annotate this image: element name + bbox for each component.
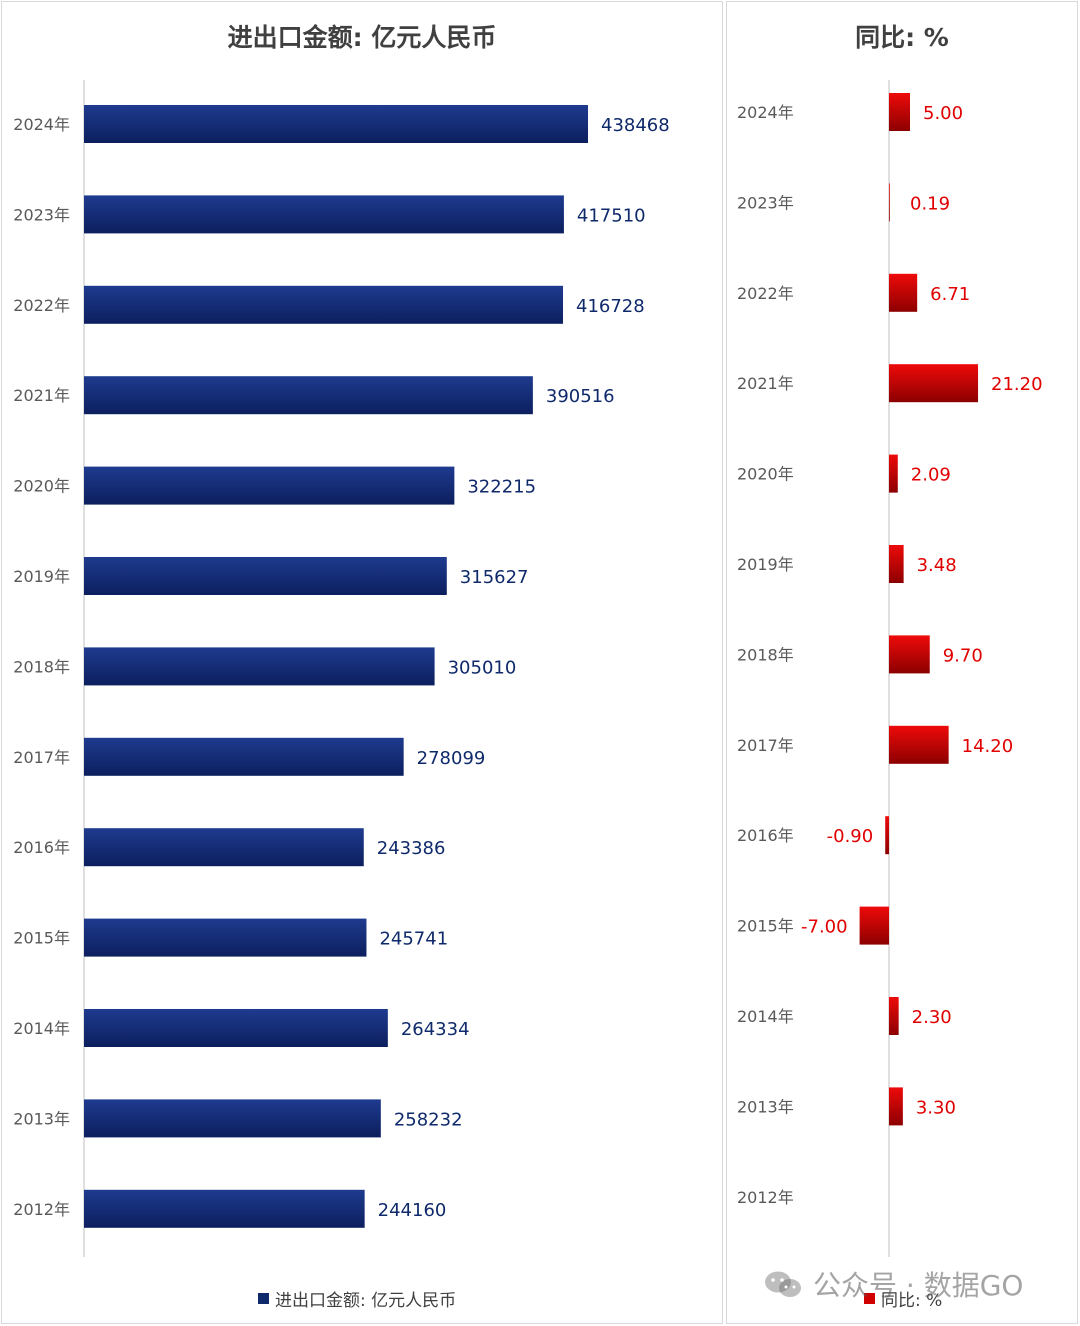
yoy-data-label: -7.00	[801, 917, 848, 938]
amount-data-label: 322215	[467, 477, 536, 498]
yoy-category-label: 2019年	[737, 555, 794, 574]
amount-category-label: 2024年	[13, 115, 70, 134]
amount-bar	[84, 376, 533, 415]
yoy-bar	[889, 635, 930, 674]
yoy-category-label: 2016年	[737, 826, 794, 845]
yoy-bar	[889, 1087, 903, 1126]
yoy-category-label: 2023年	[737, 193, 794, 212]
amount-data-label: 245741	[379, 929, 448, 950]
yoy-bar	[889, 273, 918, 312]
amount-bar	[84, 647, 435, 686]
yoy-legend-swatch	[864, 1293, 875, 1304]
amount-data-label: 315627	[460, 567, 529, 588]
yoy-chart-title: 同比: %	[855, 23, 949, 52]
amount-bar	[84, 195, 564, 234]
amount-data-label: 305010	[448, 657, 517, 678]
amount-data-label: 278099	[417, 748, 486, 769]
amount-category-label: 2013年	[13, 1109, 70, 1128]
yoy-bar	[889, 545, 904, 583]
yoy-legend-label: 同比: %	[881, 1291, 943, 1311]
amount-category-label: 2016年	[13, 838, 70, 857]
yoy-bar	[889, 183, 890, 222]
yoy-data-label: -0.90	[827, 826, 874, 847]
amount-data-label: 258232	[394, 1109, 463, 1130]
amount-bar	[84, 1099, 381, 1138]
yoy-category-label: 2017年	[737, 736, 794, 755]
yoy-bar	[859, 906, 889, 945]
amount-bar	[84, 828, 364, 867]
amount-data-label: 264334	[401, 1019, 470, 1040]
amount-data-label: 417510	[577, 205, 646, 226]
amount-data-label: 416728	[576, 296, 645, 317]
amount-bar	[84, 918, 367, 957]
amount-bar	[84, 1189, 365, 1228]
amount-chart-panel: 进出口金额: 亿元人民币 2024年 438468 2023年 417510 2022年…	[1, 1, 723, 1324]
amount-category-label: 2018年	[13, 657, 70, 676]
amount-bar	[84, 285, 564, 324]
yoy-chart-svg: 2024年 5.00 2023年 0.19 2022年 6.71 2021年 21.20 202…	[737, 80, 1043, 1257]
yoy-bar	[889, 725, 949, 764]
yoy-chart-panel: 同比: % 2024年 5.00 2023年 0.19 2022年 6.71 2021年 21…	[726, 1, 1078, 1324]
yoy-data-label: 3.48	[917, 555, 957, 576]
yoy-bar	[889, 364, 979, 403]
amount-chart-svg: 2024年 438468 2023年 417510 2022年 416728 2021年 39…	[13, 80, 670, 1257]
yoy-data-label: 0.19	[910, 193, 950, 214]
yoy-bar	[889, 93, 910, 131]
amount-data-label: 438468	[601, 115, 670, 136]
yoy-bar	[889, 997, 899, 1035]
yoy-category-label: 2013年	[737, 1097, 794, 1116]
amount-category-label: 2023年	[13, 205, 70, 224]
watermark: 公众号 · 数据GO	[763, 1264, 1023, 1304]
amount-bar	[84, 557, 447, 595]
yoy-bar	[889, 454, 898, 493]
amount-chart-title: 进出口金额: 亿元人民币	[227, 23, 497, 52]
amount-legend-label: 进出口金额: 亿元人民币	[275, 1291, 457, 1311]
amount-legend-swatch	[258, 1293, 269, 1304]
yoy-data-label: 2.30	[912, 1007, 952, 1028]
amount-data-label: 244160	[378, 1200, 447, 1221]
yoy-data-label: 21.20	[991, 374, 1043, 395]
amount-bar	[84, 737, 404, 776]
amount-category-label: 2014年	[13, 1019, 70, 1038]
yoy-data-label: 3.30	[916, 1097, 956, 1118]
yoy-data-label: 2.09	[911, 465, 951, 486]
amount-category-label: 2020年	[13, 477, 70, 496]
yoy-data-label: 5.00	[923, 103, 963, 124]
yoy-bar	[885, 816, 889, 855]
yoy-category-label: 2020年	[737, 465, 794, 484]
amount-bar	[84, 105, 588, 143]
amount-category-label: 2022年	[13, 296, 70, 315]
yoy-category-label: 2012年	[737, 1188, 794, 1207]
yoy-legend: 同比: %	[864, 1286, 942, 1311]
yoy-category-label: 2022年	[737, 284, 794, 303]
amount-category-label: 2021年	[13, 386, 70, 405]
yoy-category-label: 2015年	[737, 917, 794, 936]
amount-category-label: 2017年	[13, 748, 70, 767]
amount-category-label: 2019年	[13, 567, 70, 586]
yoy-category-label: 2021年	[737, 374, 794, 393]
yoy-data-label: 14.20	[962, 736, 1014, 757]
amount-category-label: 2012年	[13, 1200, 70, 1219]
watermark-text: 公众号 · 数据GO	[813, 1269, 1024, 1302]
yoy-category-label: 2014年	[737, 1007, 794, 1026]
yoy-category-label: 2024年	[737, 103, 794, 122]
yoy-category-label: 2018年	[737, 645, 794, 664]
amount-bar	[84, 466, 455, 505]
amount-data-label: 243386	[377, 838, 446, 859]
amount-legend: 进出口金额: 亿元人民币	[258, 1286, 456, 1311]
yoy-data-label: 9.70	[943, 645, 983, 666]
yoy-data-label: 6.71	[930, 284, 970, 305]
wechat-icon	[765, 1271, 801, 1297]
amount-data-label: 390516	[546, 386, 615, 407]
amount-bar	[84, 1009, 388, 1047]
amount-category-label: 2015年	[13, 929, 70, 948]
